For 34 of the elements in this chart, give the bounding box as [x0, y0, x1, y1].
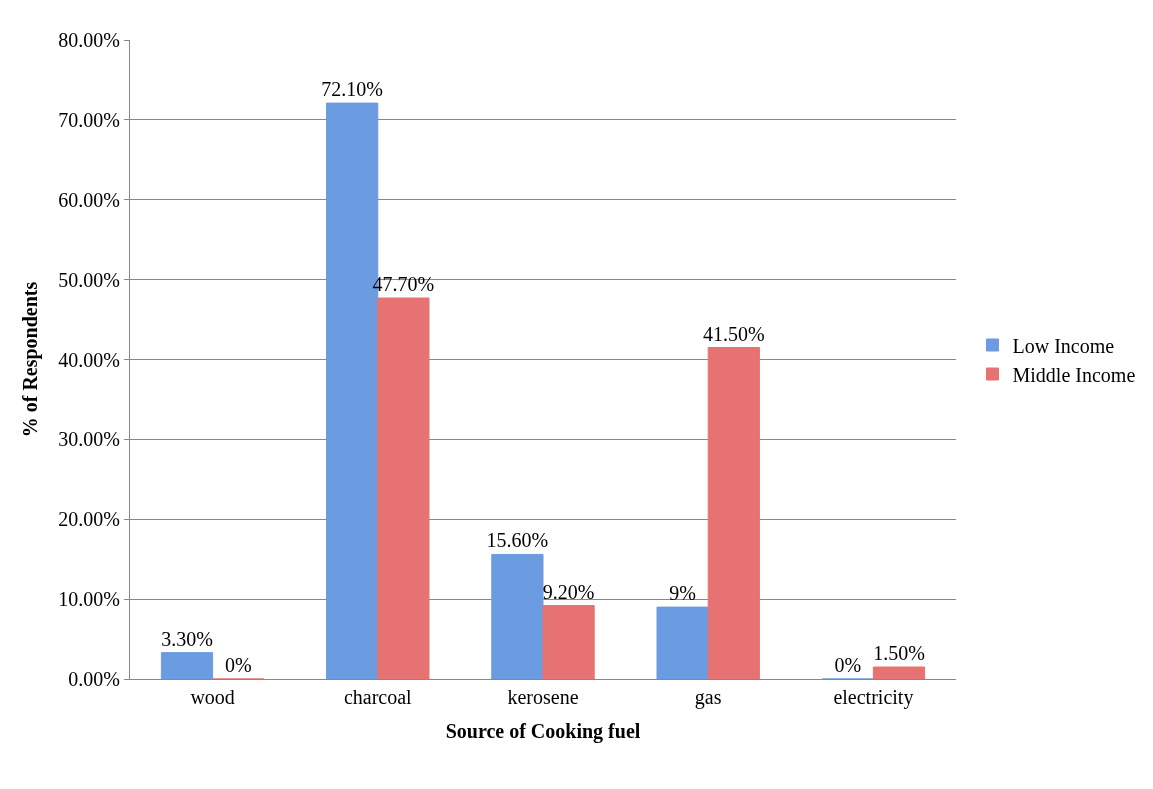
bar — [160, 652, 214, 679]
x-tick-label: charcoal — [343, 686, 413, 708]
x-tick-label: kerosene — [507, 686, 579, 708]
legend-label: Low Income — [1012, 334, 1115, 357]
bar — [872, 666, 926, 679]
x-tick-label: electricity — [833, 686, 914, 709]
y-tick-label: 70.00% — [58, 108, 120, 131]
bar — [707, 347, 760, 679]
data-label: 1.50% — [873, 642, 925, 665]
y-tick-label: 50.00% — [58, 268, 120, 291]
legend-label: Middle Income — [1012, 363, 1136, 386]
y-tick-label: 20.00% — [58, 508, 120, 531]
y-tick-label: 10.00% — [58, 588, 120, 611]
data-label: 9% — [669, 582, 696, 605]
y-tick-label: 80.00% — [58, 29, 120, 51]
bar — [542, 605, 595, 679]
data-label: 9.20% — [542, 580, 595, 603]
bar — [656, 606, 709, 679]
y-tick-label: 30.00% — [58, 428, 120, 451]
y-axis-title: % of Respondents — [18, 281, 42, 438]
data-label: 72.10% — [321, 78, 384, 101]
data-label: 0% — [834, 654, 862, 676]
x-axis-title: Source of Cooking fuel — [445, 719, 641, 743]
y-tick-label: 40.00% — [58, 348, 120, 371]
data-label: 0% — [224, 654, 252, 676]
bar — [491, 553, 544, 679]
data-label: 41.50% — [702, 322, 765, 345]
y-tick-label: 60.00% — [58, 188, 120, 211]
x-tick-label: gas — [694, 686, 722, 709]
y-tick-label: 0.00% — [68, 668, 120, 690]
bar — [377, 297, 430, 679]
data-label: 3.30% — [161, 627, 213, 650]
data-label: 15.60% — [486, 529, 549, 552]
x-tick-label: wood — [190, 686, 235, 708]
